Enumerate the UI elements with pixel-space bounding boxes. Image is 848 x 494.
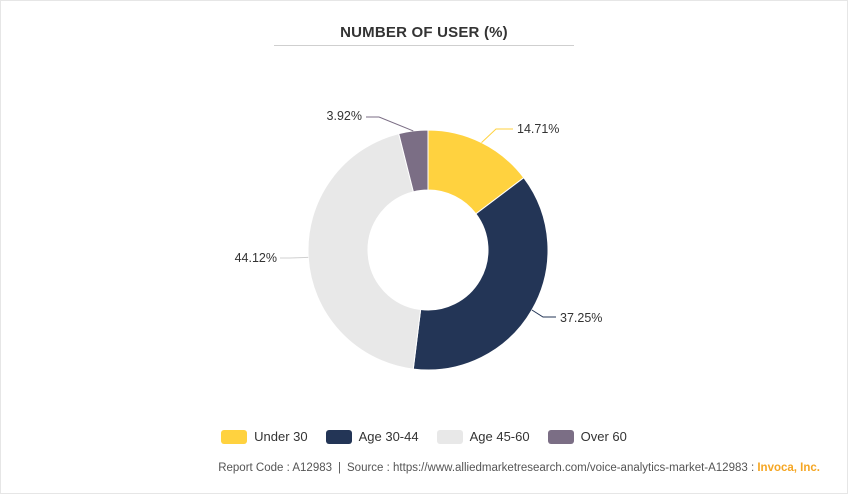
slice-age-30-44[interactable] bbox=[412, 177, 549, 371]
chart-legend: Under 30 Age 30-44 Age 45-60 Over 60 bbox=[0, 429, 848, 444]
leader-line-age-30-44 bbox=[531, 309, 556, 318]
source-footer: Report Code : A12983 | Source : https://ww… bbox=[218, 462, 820, 474]
slice-over-60[interactable] bbox=[398, 129, 429, 193]
brand-logo: Invoca, Inc. bbox=[757, 462, 820, 474]
report-code: Report Code : A12983 bbox=[218, 462, 333, 474]
legend-label: Under 30 bbox=[254, 429, 308, 444]
legend-label: Age 45-60 bbox=[469, 429, 530, 444]
legend-swatch bbox=[221, 429, 248, 444]
legend-item-over-60[interactable]: Over 60 bbox=[547, 429, 627, 444]
data-label-age-45-60: 44.12% bbox=[235, 251, 277, 265]
source-url: Source : https://www.alliedmarketresearc… bbox=[347, 462, 748, 474]
legend-item-under-30[interactable]: Under 30 bbox=[221, 429, 308, 444]
legend-swatch bbox=[436, 429, 463, 444]
data-label-under-30: 14.71% bbox=[517, 122, 559, 136]
leader-line-over-60 bbox=[366, 116, 414, 132]
data-label-over-60: 3.92% bbox=[327, 109, 362, 123]
legend-label: Age 30-44 bbox=[358, 429, 419, 444]
leader-line-under-30 bbox=[481, 128, 513, 143]
legend-item-age-45-60[interactable]: Age 45-60 bbox=[436, 429, 530, 444]
legend-label: Over 60 bbox=[580, 429, 627, 444]
slice-age-45-60[interactable] bbox=[307, 133, 422, 370]
data-label-age-30-44: 37.25% bbox=[560, 311, 602, 325]
leader-line-age-45-60 bbox=[280, 256, 309, 259]
legend-swatch bbox=[325, 429, 352, 444]
legend-item-age-30-44[interactable]: Age 30-44 bbox=[325, 429, 419, 444]
chart-title: NUMBER OF USER (%) bbox=[340, 24, 508, 41]
legend-swatch bbox=[547, 429, 574, 444]
title-underline bbox=[274, 45, 574, 46]
